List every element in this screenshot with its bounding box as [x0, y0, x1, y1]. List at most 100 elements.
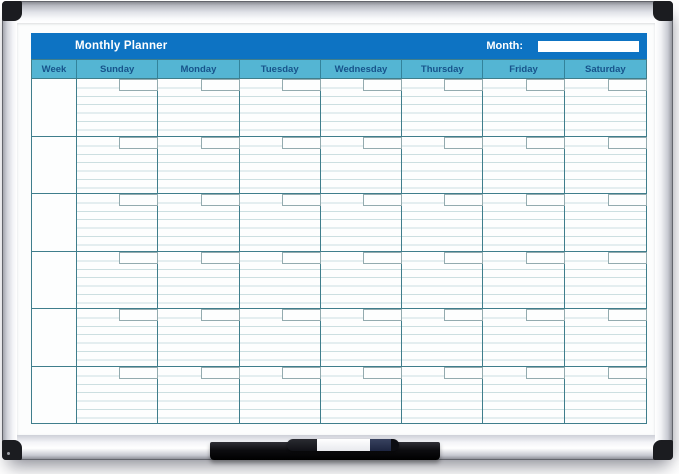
date-box — [525, 251, 565, 264]
day-cell — [564, 79, 647, 136]
day-cell — [483, 79, 565, 136]
week-row-6 — [32, 365, 647, 423]
day-header-tuesday: Tuesday — [240, 60, 321, 78]
date-box — [363, 194, 403, 206]
week-number-cell — [32, 194, 77, 251]
date-box — [200, 366, 240, 379]
date-box — [281, 79, 321, 91]
week-row-3 — [32, 193, 647, 251]
frame-rail-left — [3, 2, 17, 459]
date-box — [200, 251, 240, 264]
date-box — [444, 251, 484, 264]
date-box — [200, 79, 240, 91]
marker-cap-end — [391, 439, 399, 451]
marker-tip-end — [287, 439, 318, 451]
date-box — [525, 136, 565, 149]
date-box — [363, 136, 403, 149]
day-header-thursday: Thursday — [402, 60, 484, 78]
day-cell — [320, 79, 403, 136]
date-box — [607, 251, 647, 264]
date-box — [444, 136, 484, 149]
week-row-2 — [32, 135, 647, 193]
calendar-grid — [32, 78, 647, 423]
day-header-sunday: Sunday — [77, 60, 159, 78]
day-cell — [239, 136, 321, 193]
month-label: Month: — [486, 40, 523, 52]
day-cell — [564, 194, 647, 251]
day-cell — [77, 194, 159, 251]
date-box — [444, 79, 484, 91]
calendar-grid-outer: Week Sunday Monday Tuesday Wednesday Thursda… — [31, 59, 647, 424]
day-cell — [320, 309, 403, 366]
date-box — [119, 309, 159, 321]
day-cell — [483, 366, 565, 423]
whiteboard-frame: Monthly Planner Month: Week Sunday Monday… — [2, 1, 673, 460]
day-cell — [158, 79, 240, 136]
board-surface: Monthly Planner Month: Week Sunday Monday… — [17, 23, 655, 435]
date-box — [200, 309, 240, 321]
date-box — [281, 366, 321, 379]
day-cell — [320, 194, 403, 251]
date-box — [363, 366, 403, 379]
frame-rail-top — [3, 2, 672, 23]
date-box — [363, 309, 403, 321]
day-cell — [564, 309, 647, 366]
day-cell — [158, 194, 240, 251]
day-header-row: Week Sunday Monday Tuesday Wednesday Thursda… — [32, 60, 646, 78]
date-box — [281, 251, 321, 264]
day-cell — [564, 366, 647, 423]
week-number-cell — [32, 309, 77, 366]
day-cell — [77, 251, 159, 308]
date-box — [607, 194, 647, 206]
day-cell — [77, 79, 159, 136]
day-cell — [564, 251, 647, 308]
day-cell — [320, 366, 403, 423]
date-box — [607, 309, 647, 321]
calendar: Monthly Planner Month: Week Sunday Monday… — [31, 33, 647, 424]
week-number-cell — [32, 79, 77, 136]
day-cell — [402, 366, 484, 423]
week-number-cell — [32, 366, 77, 423]
date-box — [119, 194, 159, 206]
day-cell — [239, 251, 321, 308]
date-box — [607, 366, 647, 379]
week-row-4 — [32, 250, 647, 308]
marker-cap — [369, 439, 392, 451]
frame-rail-right — [655, 2, 672, 459]
month-input-box — [538, 40, 639, 52]
date-box — [281, 194, 321, 206]
week-row-5 — [32, 308, 647, 366]
date-box — [363, 251, 403, 264]
date-box — [444, 366, 484, 379]
week-number-cell — [32, 251, 77, 308]
day-cell — [239, 194, 321, 251]
day-cell — [77, 309, 159, 366]
date-box — [607, 79, 647, 91]
date-box — [525, 366, 565, 379]
day-header-friday: Friday — [483, 60, 565, 78]
day-cell — [158, 251, 240, 308]
day-cell — [158, 136, 240, 193]
month-group: Month: — [486, 40, 639, 52]
dry-erase-marker — [287, 439, 399, 451]
date-box — [200, 194, 240, 206]
day-cell — [158, 366, 240, 423]
day-cell — [402, 251, 484, 308]
day-cell — [239, 79, 321, 136]
date-box — [200, 136, 240, 149]
day-header-saturday: Saturday — [585, 63, 626, 75]
date-box — [525, 309, 565, 321]
week-column-header: Week — [32, 60, 77, 78]
day-cell — [239, 309, 321, 366]
day-cell — [402, 194, 484, 251]
day-cell — [402, 136, 484, 193]
day-header-monday: Monday — [158, 60, 240, 78]
date-box — [607, 136, 647, 149]
corner-cap-bottom-left — [2, 440, 22, 460]
day-cell — [483, 251, 565, 308]
date-box — [444, 194, 484, 206]
date-box — [119, 251, 159, 264]
day-cell — [402, 309, 484, 366]
corner-cap-top-right — [653, 1, 673, 21]
